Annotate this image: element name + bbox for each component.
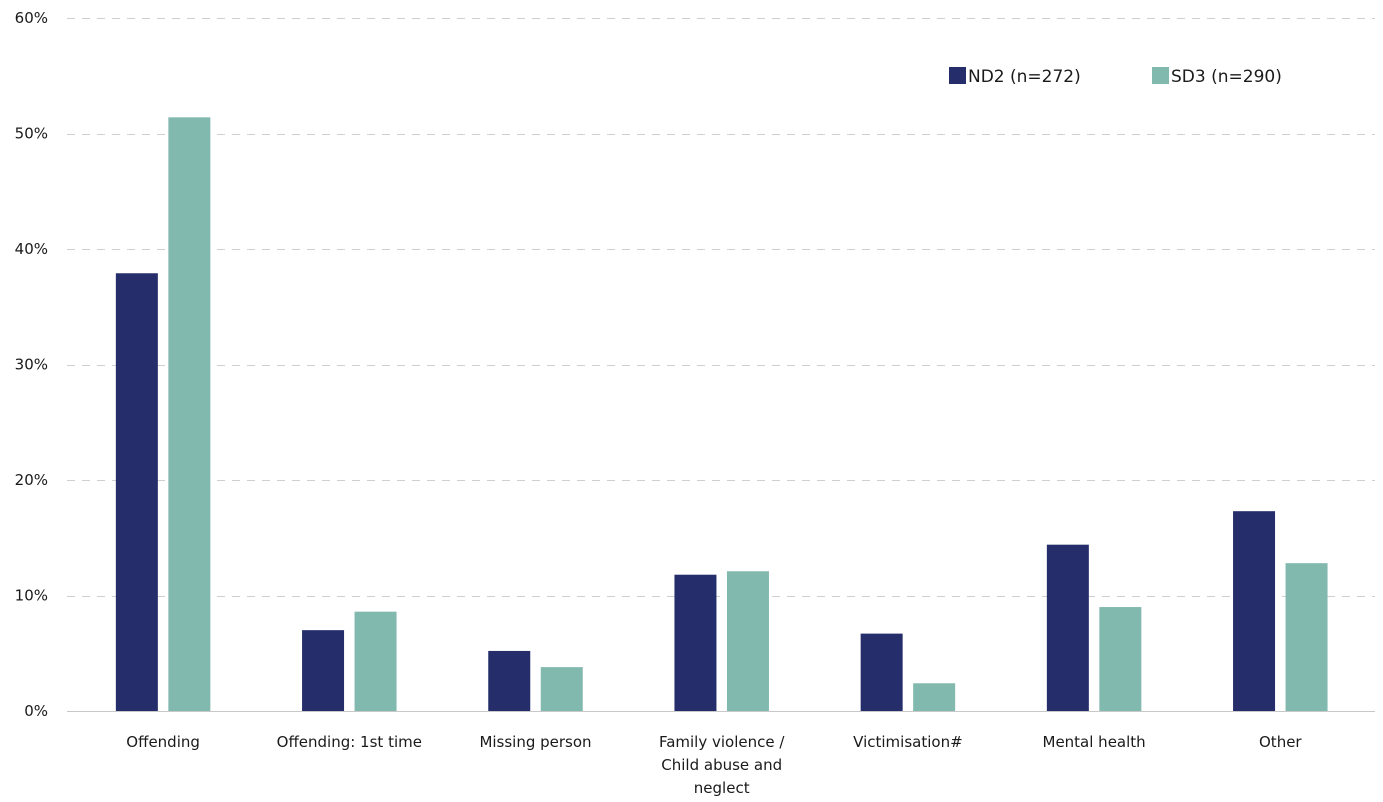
x-tick-label: Other: [1259, 733, 1302, 751]
bar-nd2-4: [860, 633, 903, 711]
bar-nd2-5: [1046, 544, 1089, 711]
x-tick-label: Offending: 1st time: [277, 733, 422, 751]
legend: ND2 (n=272) SD3 (n=290): [949, 67, 1282, 87]
x-tick-label: Victimisation#: [853, 733, 962, 751]
bar-nd2-2: [488, 650, 531, 711]
bar-sd3-3: [726, 571, 769, 711]
legend-label: ND2 (n=272): [968, 67, 1081, 87]
legend-item-nd2: ND2 (n=272): [949, 67, 1081, 87]
bar-nd2-3: [674, 574, 717, 711]
x-tick-label: Offending: [126, 733, 200, 751]
y-tick-label: 30%: [15, 356, 48, 374]
legend-item-sd3: SD3 (n=290): [1152, 67, 1282, 87]
bars: [115, 117, 1328, 711]
x-tick-label: Family violence / Child abuse and neglect: [659, 733, 785, 797]
x-tick-label: Missing person: [479, 733, 591, 751]
bar-nd2-0: [115, 273, 158, 711]
y-axis-tick-labels: 0% 10% 20% 30% 40% 50% 60%: [15, 9, 48, 720]
x-tick-label: Mental health: [1043, 733, 1146, 751]
bar-nd2-6: [1233, 511, 1276, 711]
y-tick-label: 50%: [15, 125, 48, 143]
bar-sd3-0: [168, 117, 211, 711]
bar-sd3-4: [913, 683, 956, 711]
bar-sd3-2: [540, 667, 583, 711]
bar-sd3-5: [1099, 607, 1142, 711]
legend-label: SD3 (n=290): [1171, 67, 1282, 87]
bar-sd3-1: [354, 611, 397, 711]
y-tick-label: 60%: [15, 9, 48, 27]
gridlines: [67, 18, 1375, 712]
bar-sd3-6: [1285, 563, 1328, 711]
y-tick-label: 10%: [15, 587, 48, 605]
legend-swatch: [949, 67, 966, 84]
x-axis-tick-labels: Offending Offending: 1st time Missing pers…: [126, 733, 1302, 797]
y-tick-label: 20%: [15, 471, 48, 489]
y-tick-label: 0%: [24, 702, 48, 720]
bar-nd2-1: [302, 630, 345, 711]
y-tick-label: 40%: [15, 240, 48, 258]
legend-swatch: [1152, 67, 1169, 84]
